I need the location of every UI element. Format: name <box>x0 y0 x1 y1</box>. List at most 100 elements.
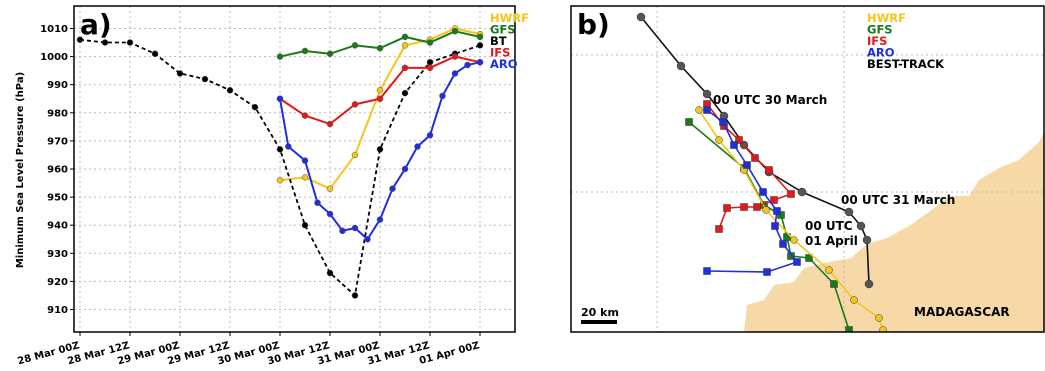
legend-entry-hwrf: HWRF <box>867 11 906 25</box>
data-point-gfs <box>476 33 484 41</box>
land-label: MADAGASCAR <box>914 305 1010 319</box>
annotation-01-april-line2: 01 April <box>805 234 858 248</box>
track-point-ifs <box>787 190 795 198</box>
data-point-aro <box>339 227 346 235</box>
legend-entry-aro: ARO <box>867 46 895 60</box>
data-point-bt <box>476 42 484 49</box>
data-point-aro <box>464 61 471 69</box>
legend-entry-ifs: IFS <box>867 34 887 48</box>
data-point-ifs <box>401 64 409 72</box>
data-point-aro <box>376 216 384 223</box>
data-point-gfs <box>301 47 309 55</box>
data-point-hwrf <box>276 176 284 184</box>
data-point-hwrf <box>351 151 359 159</box>
data-point-aro <box>389 185 396 192</box>
data-point-aro <box>414 143 421 150</box>
y-axis-label: Minimum Sea Level Pressure (hPa) <box>15 72 26 268</box>
annotation-01-april-line1: 00 UTC <box>805 219 853 233</box>
y-tick-label: 930 <box>47 249 68 260</box>
panel-a-frame <box>73 5 516 333</box>
legend-entry-aro: ARO <box>490 57 518 71</box>
track-point-ifs <box>735 136 743 144</box>
data-point-bt <box>301 221 309 229</box>
data-point-gfs <box>426 39 434 46</box>
series-bt <box>76 36 484 299</box>
data-point-hwrf <box>376 87 384 94</box>
track-point-gfs <box>787 252 795 260</box>
track-point-gfs <box>830 280 838 288</box>
track-point-aro <box>779 240 787 248</box>
track-point-aro <box>730 141 738 149</box>
data-point-aro <box>364 236 371 243</box>
annotation-30-march: 00 UTC 30 March <box>713 93 827 107</box>
coastline-peninsula <box>1009 162 1044 210</box>
data-point-aro <box>476 58 484 66</box>
track-point-hwrf <box>850 296 858 304</box>
legend-entry-gfs: GFS <box>867 23 893 37</box>
legend-entry-hwrf: HWRF <box>490 11 529 25</box>
data-point-gfs <box>451 28 459 35</box>
track-point-best-track <box>797 187 807 197</box>
data-point-hwrf <box>401 42 409 49</box>
data-point-bt <box>426 58 434 66</box>
data-point-aro <box>326 210 334 218</box>
data-point-ifs <box>326 120 334 128</box>
track-point-hwrf <box>790 236 798 244</box>
data-point-aro <box>351 224 359 232</box>
y-tick-label: 970 <box>47 136 68 147</box>
data-point-aro <box>426 132 434 139</box>
panel-b-label: b) <box>577 8 610 41</box>
y-tick-label: 980 <box>47 108 68 119</box>
data-point-bt <box>276 146 284 153</box>
track-point-hwrf <box>825 266 833 274</box>
y-tick-label: 920 <box>47 277 68 288</box>
data-point-bt <box>401 89 409 97</box>
track-point-ifs <box>740 203 748 211</box>
data-point-hwrf <box>301 174 309 181</box>
data-point-ifs <box>351 101 359 108</box>
track-aro <box>703 106 801 276</box>
track-hwrf <box>695 106 887 332</box>
track-point-best-track <box>862 235 872 245</box>
data-point-ifs <box>451 53 459 60</box>
track-point-aro <box>743 161 751 169</box>
data-point-bt <box>376 146 384 153</box>
data-point-bt <box>351 292 359 299</box>
data-point-aro <box>301 157 309 164</box>
data-point-bt <box>151 50 159 58</box>
data-point-gfs <box>351 42 359 49</box>
track-point-best-track <box>636 12 646 22</box>
y-tick-label: 1000 <box>40 52 68 63</box>
legend-entry-gfs: GFS <box>490 23 516 37</box>
data-point-bt <box>326 269 334 277</box>
data-point-bt <box>176 70 184 77</box>
track-point-ifs <box>751 154 759 162</box>
track-point-best-track <box>856 221 866 231</box>
legend-entry-best-track: BEST-TRACK <box>867 57 945 71</box>
annotation-31-march: 00 UTC 31 March <box>841 193 955 207</box>
track-point-ifs <box>770 196 778 204</box>
track-point-hwrf <box>762 206 770 214</box>
madagascar-landmass <box>744 132 1044 332</box>
data-point-bt <box>101 39 109 46</box>
data-point-gfs <box>326 50 334 58</box>
data-point-bt <box>201 75 209 83</box>
track-point-gfs <box>777 211 785 219</box>
legend-entry-bt: BT <box>490 34 507 48</box>
data-point-hwrf <box>326 185 334 192</box>
panel-a-label: a) <box>80 8 112 41</box>
track-point-aro <box>793 258 801 266</box>
track-point-aro <box>719 118 727 126</box>
data-point-bt <box>251 103 259 111</box>
track-point-hwrf <box>879 326 887 332</box>
data-point-bt <box>126 39 134 46</box>
track-point-aro <box>771 222 779 230</box>
series-aro <box>276 58 484 243</box>
track-point-hwrf <box>875 314 883 322</box>
track-point-gfs <box>685 118 693 126</box>
